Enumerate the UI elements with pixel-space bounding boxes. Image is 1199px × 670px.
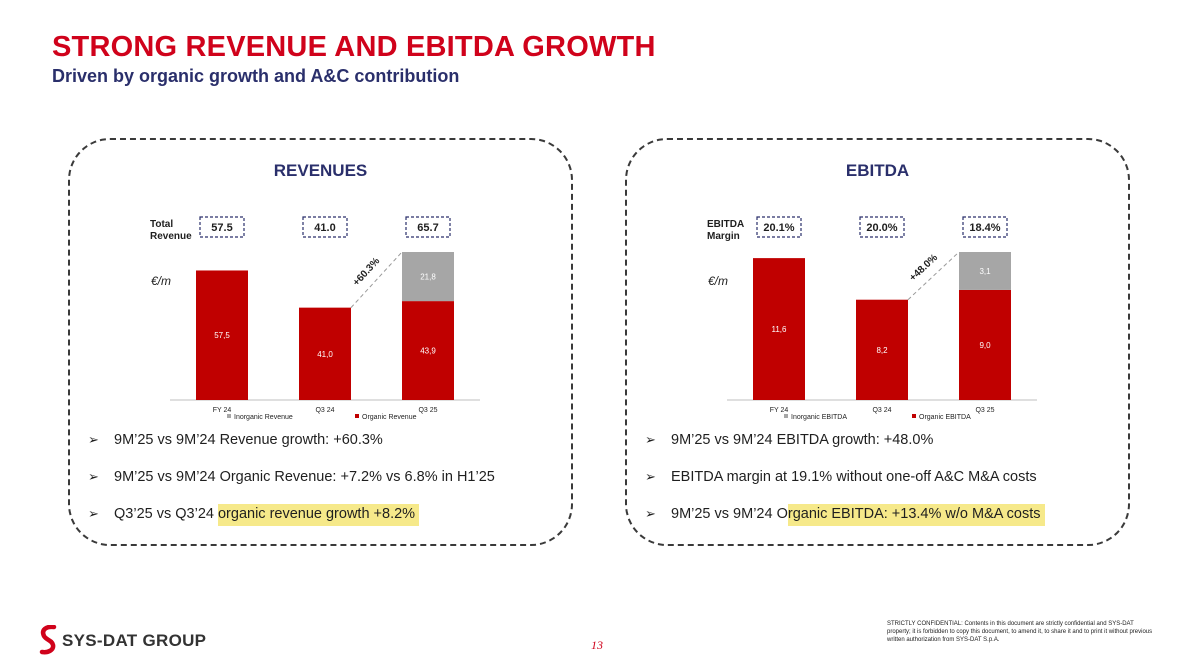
- x-tick-label: Q3 24: [315, 407, 334, 414]
- legend-swatch-organic: [912, 414, 916, 418]
- confidentiality-disclaimer: STRICTLY CONFIDENTIAL: Contents in this …: [887, 621, 1153, 643]
- growth-annotation: +60.3%: [351, 256, 382, 289]
- legend-label-organic: Organic Revenue: [362, 414, 417, 421]
- bullet-highlight: rganic EBITDA: +13.4% w/o M&A costs: [787, 504, 1045, 526]
- bar-organic: [856, 299, 908, 400]
- bar-inorganic: [402, 252, 454, 302]
- page-number: 13: [591, 638, 603, 652]
- bar-organic: [196, 270, 248, 400]
- bar-label-organic: 41,0: [317, 350, 333, 359]
- legend-swatch-inorganic: [227, 414, 231, 418]
- bullet-text: 9M’25 vs 9M’24 O: [671, 506, 788, 522]
- legend-swatch-inorganic: [784, 414, 788, 418]
- summary-box: [199, 216, 245, 238]
- bullet-item: ➢ 9M’25 vs 9M’24 Revenue growth: +60.3%: [88, 432, 495, 469]
- x-tick-label: FY 24: [770, 407, 789, 414]
- bar-label-organic: 43,9: [420, 347, 436, 356]
- summary-value: 20.1%: [763, 222, 794, 234]
- summary-box: [405, 216, 451, 238]
- logo-text: SYS-DAT GROUP: [62, 631, 207, 650]
- ebitda-bullets: ➢ 9M’25 vs 9M’24 EBITDA growth: +48.0% ➢…: [645, 432, 1045, 543]
- summary-box: [962, 216, 1008, 238]
- arrow-bullet-icon: ➢: [645, 506, 656, 521]
- bar-organic: [959, 289, 1011, 400]
- growth-annotation: +48.0%: [908, 252, 941, 283]
- legend-swatch-organic: [355, 414, 359, 418]
- sysdat-logo-icon: [39, 625, 57, 655]
- bar-label-organic: 11,6: [772, 325, 788, 334]
- bar-label-inorganic: 21,8: [420, 273, 436, 282]
- bar-label-organic: 57,5: [214, 331, 230, 340]
- bullet-text: 9M’25 vs 9M’24 Organic Revenue: +7.2% vs…: [114, 469, 495, 485]
- bullet-text: 9M’25 vs 9M’24 EBITDA growth: +48.0%: [671, 432, 934, 448]
- revenues-chart: Total Revenue 57.5 41.0 65.7 €/m 57,5 FY 24 41,0…: [150, 216, 480, 421]
- bar-label-inorganic: 3,1: [979, 267, 991, 276]
- legend-label-inorganic: Inorganic EBITDA: [791, 414, 847, 421]
- bar-inorganic: [959, 252, 1011, 290]
- bullet-item: ➢ Q3’25 vs Q3’24 organic revenue growth …: [88, 504, 495, 543]
- panel-title-revenues: REVENUES: [273, 161, 368, 180]
- bar-organic: [299, 307, 351, 400]
- growth-connector: [350, 251, 403, 308]
- legend-label-inorganic: Inorganic Revenue: [234, 414, 293, 421]
- ebitda-panel: EBITDA EBITDA Margin 20.1% 20.0% 18.4% €/m 11,…: [625, 138, 1130, 546]
- summary-value: 65.7: [417, 222, 438, 234]
- legend-label-organic: Organic EBITDA: [919, 414, 971, 421]
- summary-value: 20.0%: [866, 222, 897, 234]
- revenues-bullets: ➢ 9M’25 vs 9M’24 Revenue growth: +60.3% …: [88, 432, 495, 543]
- x-tick-label: Q3 25: [975, 407, 994, 414]
- bar-label-organic: 8,2: [876, 346, 888, 355]
- summary-value: 57.5: [211, 222, 232, 234]
- bullet-item: ➢ 9M’25 vs 9M’24 EBITDA growth: +48.0%: [645, 432, 1045, 469]
- summary-label: Total Revenue: [150, 219, 192, 242]
- bullet-text: EBITDA margin at 19.1% without one-off A…: [671, 469, 1037, 485]
- bullet-text: 9M’25 vs 9M’24 Revenue growth: +60.3%: [114, 432, 383, 448]
- summary-value: 18.4%: [969, 222, 1000, 234]
- summary-box: [859, 216, 905, 238]
- unit-label: €/m: [151, 274, 171, 288]
- bullet-item: ➢ 9M’25 vs 9M’24 Organic EBITDA: +13.4% …: [645, 504, 1045, 543]
- bullet-text: Q3’25 vs Q3’24: [114, 506, 218, 522]
- arrow-bullet-icon: ➢: [88, 432, 99, 447]
- slide-subtitle: Driven by organic growth and A&C contrib…: [52, 66, 460, 86]
- bullet-highlight: organic revenue growth +8.2%: [217, 504, 420, 526]
- ebitda-chart: EBITDA Margin 20.1% 20.0% 18.4% €/m 11,6 FY 24 8…: [707, 216, 1037, 421]
- arrow-bullet-icon: ➢: [88, 469, 99, 484]
- panel-title-ebitda: EBITDA: [845, 161, 910, 180]
- arrow-bullet-icon: ➢: [88, 506, 99, 521]
- arrow-bullet-icon: ➢: [645, 432, 656, 447]
- summary-box: [302, 216, 348, 238]
- bullet-item: ➢ EBITDA margin at 19.1% without one-off…: [645, 469, 1045, 506]
- bullet-item: ➢ 9M’25 vs 9M’24 Organic Revenue: +7.2% …: [88, 469, 495, 506]
- arrow-bullet-icon: ➢: [645, 469, 656, 484]
- bar-label-organic: 9,0: [979, 341, 991, 350]
- summary-value: 41.0: [314, 222, 335, 234]
- x-tick-label: Q3 25: [418, 407, 437, 414]
- revenues-panel: REVENUES Total Revenue 57.5 41.0 65.7 €/m 57,5…: [68, 138, 573, 546]
- x-tick-label: Q3 24: [872, 407, 891, 414]
- slide-title: STRONG REVENUE AND EBITDA GROWTH: [52, 31, 656, 63]
- x-tick-label: FY 24: [213, 407, 232, 414]
- unit-label: €/m: [708, 274, 728, 288]
- bar-organic: [402, 301, 454, 400]
- growth-connector: [907, 251, 960, 301]
- summary-box: [756, 216, 802, 238]
- summary-label: EBITDA Margin: [707, 219, 744, 242]
- bar-organic: [753, 258, 805, 400]
